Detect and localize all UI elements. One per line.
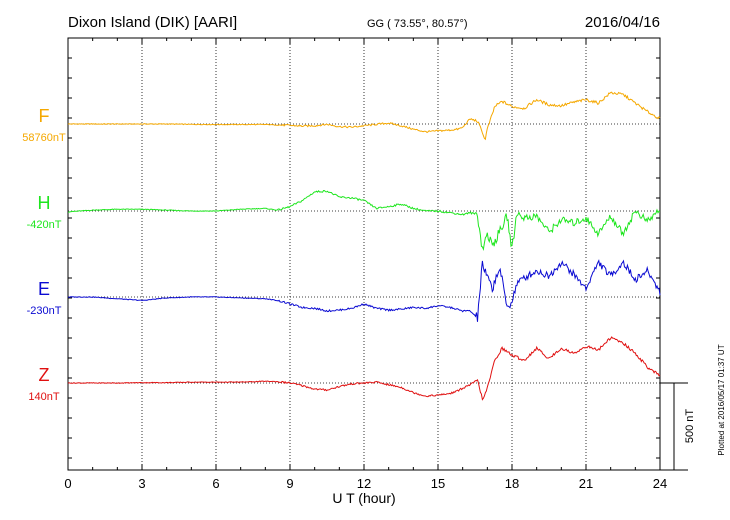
axis-ticks [67, 38, 661, 470]
series-letter-H: H [38, 193, 51, 213]
scale-bar: 500 nT [660, 382, 696, 471]
plotted-timestamp: Plotted at 2016/05/17 01:37 UT [717, 344, 726, 455]
series-letter-F: F [39, 106, 50, 126]
series-letter-E: E [38, 279, 50, 299]
x-tick-label-0: 0 [64, 476, 71, 491]
x-tick-label-24: 24 [653, 476, 667, 491]
station-coordinates: GG ( 73.55°, 80.57°) [367, 18, 468, 30]
x-tick-label-21: 21 [579, 476, 593, 491]
series-baseline-E: -230nT [27, 305, 62, 317]
scale-bar-label: 500 nT [684, 409, 696, 444]
series-baseline-H: -420nT [27, 219, 62, 231]
x-axis-label: U T (hour) [332, 490, 395, 506]
x-tick-label-18: 18 [505, 476, 519, 491]
chart-date: 2016/04/16 [585, 14, 660, 31]
series-baseline-Z: 140nT [28, 391, 59, 403]
series-letter-Z: Z [39, 365, 50, 385]
x-tick-labels: 0 3 6 9 12 15 18 21 24 [64, 476, 667, 491]
x-tick-label-6: 6 [212, 476, 219, 491]
x-tick-label-9: 9 [286, 476, 293, 491]
series-line-H [67, 189, 661, 251]
series-line-E [67, 259, 661, 322]
series-line-Z [67, 336, 661, 401]
x-tick-label-3: 3 [138, 476, 145, 491]
series-line-F [67, 91, 661, 141]
x-tick-label-12: 12 [357, 476, 371, 491]
series-labels: F 58760nT H -420nT E -230nT Z 140nT [22, 106, 66, 403]
x-tick-label-15: 15 [431, 476, 445, 491]
chart-title: Dixon Island (DIK) [AARI] [68, 14, 237, 31]
grid [68, 38, 660, 470]
series-baseline-F: 58760nT [22, 132, 66, 144]
series-group [67, 91, 661, 401]
